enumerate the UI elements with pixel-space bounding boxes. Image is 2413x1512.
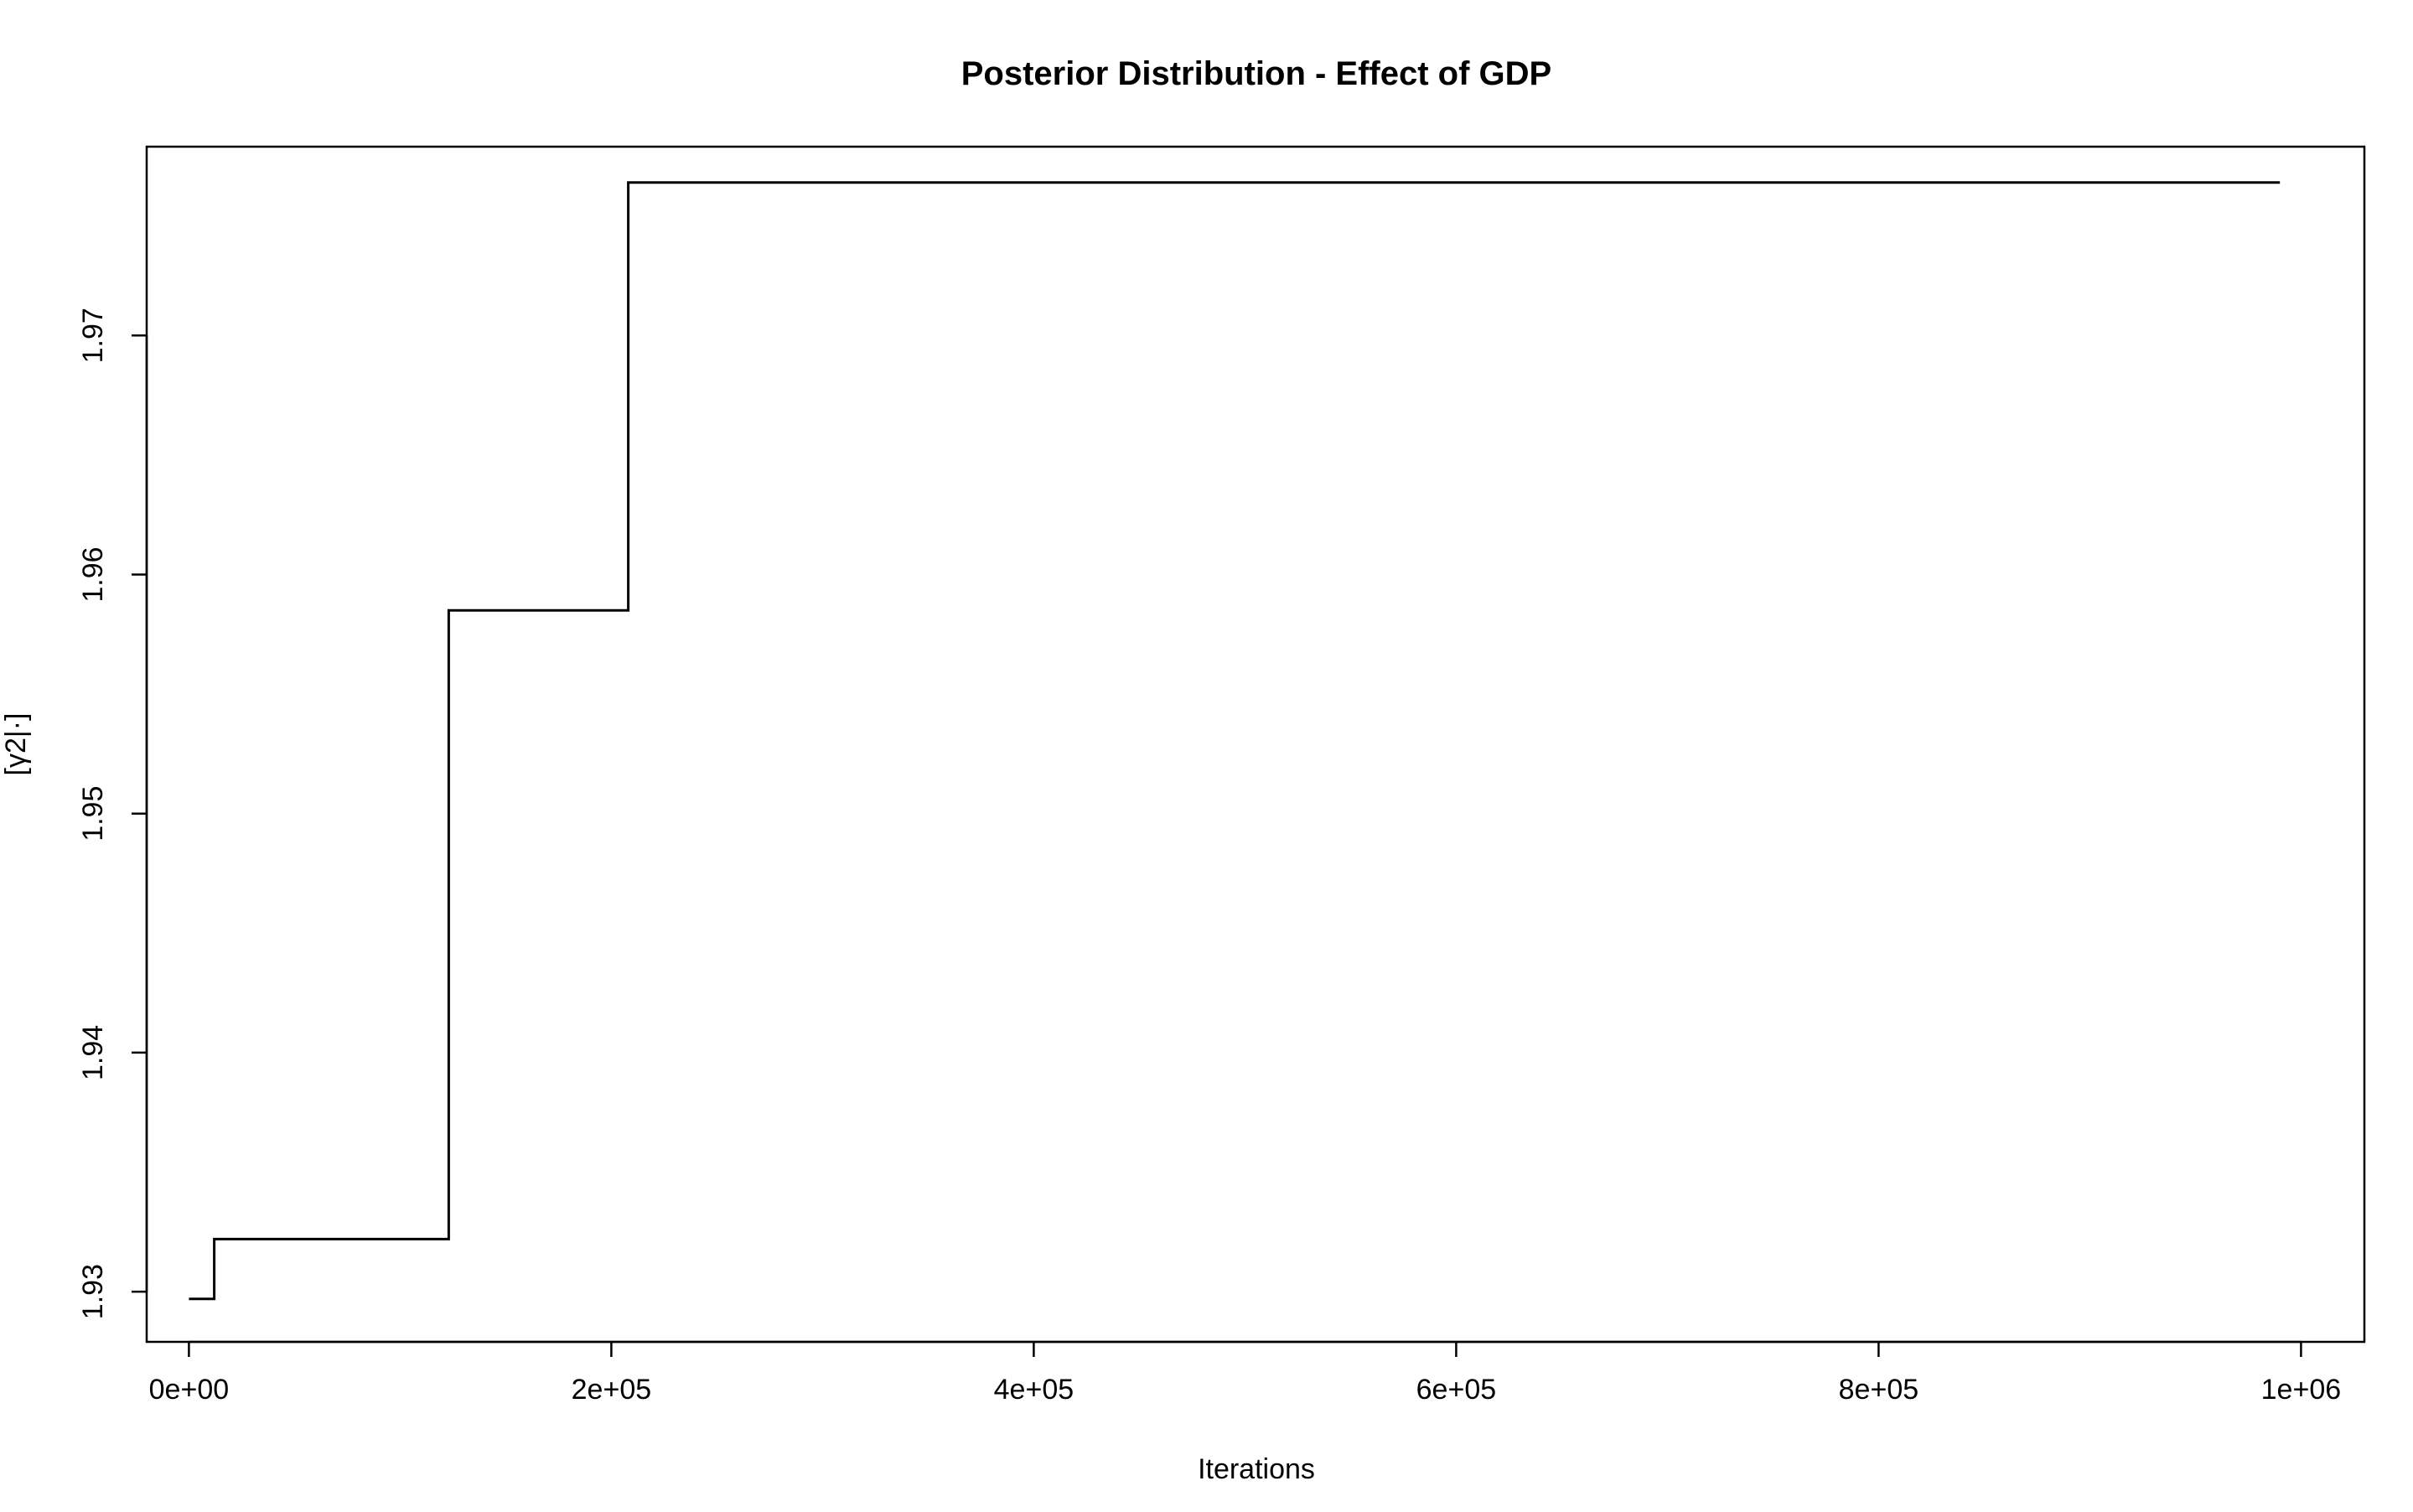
y-axis: 1.93 1.94 1.95 1.96 1.97 <box>77 308 148 1319</box>
x-tick-label: 4e+05 <box>994 1374 1074 1406</box>
x-tick-label: 2e+05 <box>572 1374 652 1406</box>
x-axis: 0e+00 2e+05 4e+05 6e+05 8e+05 1e+06 <box>149 1340 2342 1406</box>
x-axis-label: Iterations <box>1198 1453 1315 1485</box>
series-layer <box>189 181 2281 1301</box>
series-step-line <box>189 181 2281 1301</box>
plot-frame <box>145 145 2366 1344</box>
y-tick-label: 1.95 <box>77 786 109 841</box>
x-tick-label: 0e+00 <box>149 1374 230 1406</box>
y-tick-label: 1.93 <box>77 1264 109 1319</box>
y-tick-label: 1.96 <box>77 546 109 602</box>
chart-title: Posterior Distribution - Effect of GDP <box>961 55 1551 92</box>
y-tick-label: 1.97 <box>77 308 109 363</box>
x-tick-label: 6e+05 <box>1416 1374 1497 1406</box>
y-tick-label: 1.94 <box>77 1025 109 1080</box>
x-tick-label: 8e+05 <box>1839 1374 1919 1406</box>
x-tick-label: 1e+06 <box>2261 1374 2342 1406</box>
y-axis-label: [γ2|·] <box>0 713 32 776</box>
